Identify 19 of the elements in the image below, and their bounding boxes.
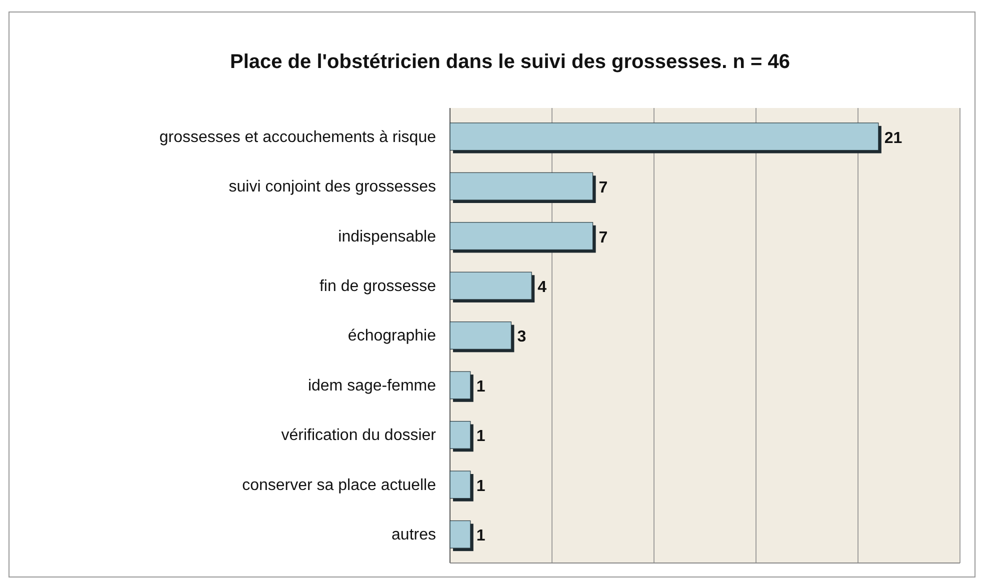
data-label: 21 <box>884 130 902 147</box>
y-tick-label: indispensable <box>338 228 436 246</box>
y-tick-label: conserver sa place actuelle <box>242 476 436 494</box>
y-tick-label: grossesses et accouchements à risque <box>159 128 436 146</box>
y-tick-label: vérification du dossier <box>281 427 437 444</box>
data-label: 7 <box>598 180 608 197</box>
data-label: 1 <box>476 478 486 495</box>
data-label: 1 <box>476 428 486 446</box>
y-tick-label: autres <box>392 526 436 544</box>
chart-title: Place de l'obstétricien dans le suivi des grossesses. n = 46 <box>230 51 790 73</box>
y-tick-label: fin de grossesse <box>319 278 436 296</box>
data-label: 3 <box>517 328 526 346</box>
y-tick-label: suivi conjoint des grossesses <box>228 178 436 196</box>
data-label: 4 <box>538 278 547 296</box>
data-label: 7 <box>598 229 608 246</box>
y-tick-label: idem sage-femme <box>308 377 436 394</box>
data-label: 1 <box>476 528 486 545</box>
data-label: 1 <box>476 378 486 396</box>
y-tick-label: échographie <box>348 328 436 345</box>
